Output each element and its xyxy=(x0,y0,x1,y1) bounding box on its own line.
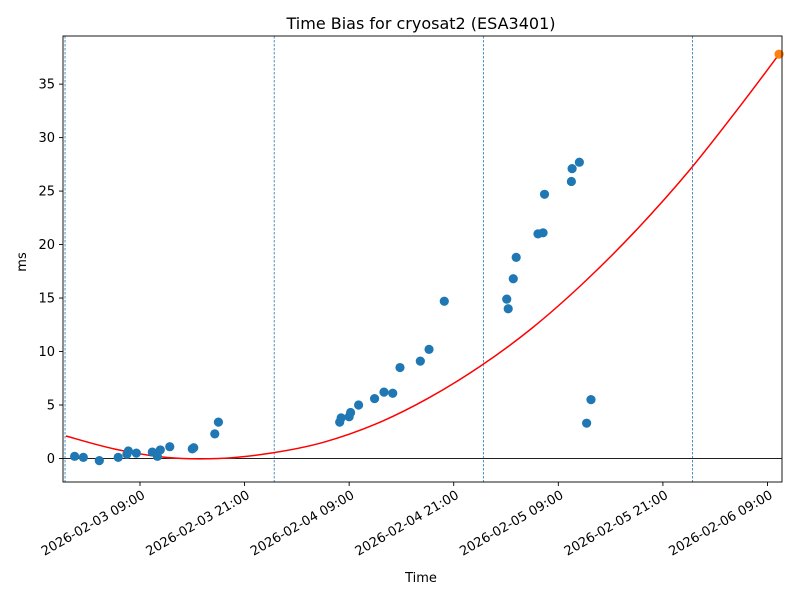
y-tick-label: 35 xyxy=(38,78,55,93)
data-point xyxy=(424,344,434,354)
data-point xyxy=(70,451,80,461)
data-point xyxy=(346,407,356,418)
data-point xyxy=(567,164,577,174)
data-point xyxy=(189,443,199,453)
y-tick-label: 0 xyxy=(47,452,55,467)
data-point xyxy=(574,157,584,167)
data-point xyxy=(582,418,592,428)
y-tick-label: 5 xyxy=(47,398,55,413)
data-point xyxy=(439,296,449,306)
data-point xyxy=(586,395,596,405)
data-point xyxy=(336,413,346,423)
y-tick-label: 25 xyxy=(38,185,55,200)
data-point xyxy=(379,387,389,397)
data-point xyxy=(78,452,88,463)
data-point xyxy=(502,294,512,304)
data-point xyxy=(131,448,141,458)
predicted-point xyxy=(774,49,784,59)
data-point xyxy=(395,362,405,373)
data-point xyxy=(508,274,518,284)
data-point xyxy=(213,417,224,427)
y-tick-label: 30 xyxy=(38,131,55,146)
data-point xyxy=(369,393,380,404)
data-point xyxy=(210,429,220,439)
data-point xyxy=(94,456,104,466)
y-axis: 0 5 10 15 20 25 30 35 xyxy=(38,78,63,467)
data-point xyxy=(503,304,513,314)
data-point xyxy=(511,252,521,262)
data-point xyxy=(165,442,175,452)
axes-frame xyxy=(62,35,783,483)
plot-area xyxy=(62,35,784,483)
data-point xyxy=(539,189,550,199)
data-point xyxy=(538,228,548,238)
y-axis-label: ms xyxy=(15,252,30,272)
y-tick-label: 15 xyxy=(38,292,55,307)
data-point xyxy=(415,356,425,366)
data-point xyxy=(155,445,165,455)
data-point xyxy=(113,452,123,463)
data-point xyxy=(566,176,576,187)
data-point xyxy=(123,446,133,456)
data-point xyxy=(388,388,398,398)
data-point xyxy=(353,400,364,410)
x-axis-label: Time xyxy=(404,571,437,586)
chart-title: Time Bias for cryosat2 (ESA3401) xyxy=(286,14,556,33)
y-tick-label: 10 xyxy=(38,345,55,360)
fit-curve xyxy=(65,53,780,460)
y-tick-label: 20 xyxy=(38,238,55,253)
